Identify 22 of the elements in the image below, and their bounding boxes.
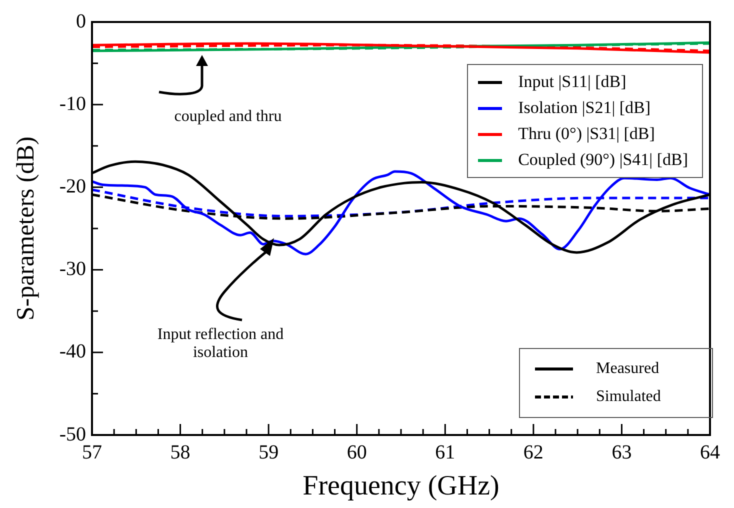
legend-label: Input |S11| [dB] [518,72,626,92]
x-tick-label: 58 [170,441,190,464]
legend-label: Coupled (90°) |S41| [dB] [518,150,688,170]
annotation: Input reflection and isolation [156,326,285,362]
x-tick-label: 63 [612,441,632,464]
x-tick-label: 59 [258,441,279,464]
x-axis-title: Frequency (GHz) [302,470,500,502]
x-tick-label: 60 [346,441,367,464]
x-tick-label: 61 [435,441,456,464]
y-tick-label: -40 [59,340,86,363]
y-tick-label: 0 [76,10,86,32]
legend-label: Isolation |S21| [dB] [518,98,651,118]
y-tick-label: -30 [59,258,86,280]
x-tick-label: 62 [523,441,544,464]
y-axis-title: S-parameters (dB) [12,136,40,320]
annotation: Simulated [596,388,661,406]
legend-label: Thru (0°) |S31| [dB] [518,124,655,144]
annotation: Measured [596,360,660,378]
annotation: coupled and thru [173,108,283,126]
x-tick-label: 64 [700,441,720,464]
y-tick-label: -10 [59,92,86,115]
y-tick-label: -20 [59,175,86,198]
